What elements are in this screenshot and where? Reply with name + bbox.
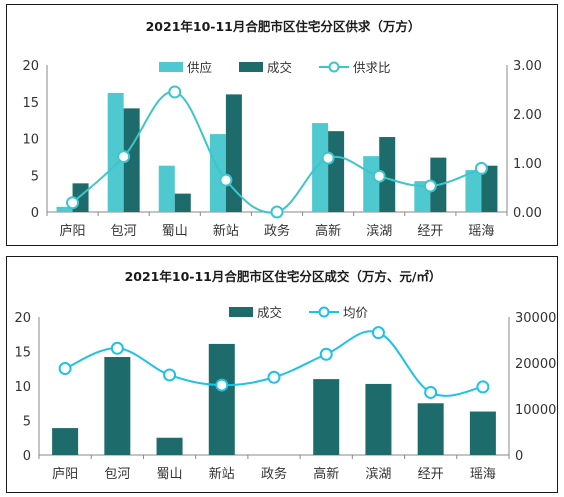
line-point-均价-高新 — [319, 347, 333, 361]
line-point-均价-庐阳 — [58, 362, 72, 376]
right-tick-label: 3.00 — [513, 59, 542, 74]
x-tick-label: 蜀山 — [157, 467, 183, 482]
transaction-price-chart-panel: 2021年10-11月合肥市区住宅分区成交（万方、元/㎡） 0 5 10 15 20 0 10… — [6, 256, 558, 493]
line-point-均价-瑶海 — [476, 380, 490, 394]
line-point-均价-蜀山 — [163, 368, 177, 382]
line-point-供求比-包河 — [117, 150, 131, 164]
left-tick-label: 10 — [14, 380, 31, 395]
line-point-均价-新站 — [215, 378, 229, 392]
right-tick-label: 10000 — [515, 403, 556, 418]
line-point-供求比-政务 — [270, 205, 284, 219]
legend-swatch — [159, 62, 183, 72]
legend-item-成交: 成交 — [239, 60, 292, 75]
left-tick-label: 20 — [22, 59, 39, 74]
transaction-price-chart: 2021年10-11月合肥市区住宅分区成交（万方、元/㎡） 0 5 10 15 20 0 10… — [14, 269, 556, 482]
x-tick-label: 庐阳 — [52, 467, 78, 482]
legend-swatch — [229, 307, 253, 317]
line-point-均价-政务 — [267, 370, 281, 384]
left-tick-label: 15 — [22, 96, 39, 111]
legend-label: 供求比 — [353, 60, 391, 75]
bar-供应-庐阳 — [56, 206, 73, 212]
line-point-均价-经开 — [424, 385, 438, 399]
bar-成交-滨湖 — [365, 383, 392, 455]
x-tick-label: 政务 — [264, 223, 290, 239]
bar-供应-滨湖 — [363, 156, 380, 212]
left-tick-label: 10 — [22, 133, 39, 148]
x-tick-label: 瑶海 — [470, 467, 496, 482]
bar-供应-新站 — [209, 134, 226, 212]
bar-成交-蜀山 — [156, 437, 183, 455]
right-tick-label: 0 — [515, 449, 523, 464]
bar-成交-蜀山 — [174, 193, 191, 212]
line-point-供求比-蜀山 — [168, 85, 182, 99]
line-point-供求比-新站 — [219, 173, 233, 187]
bar-成交-庐阳 — [52, 428, 79, 455]
legend-label: 供应 — [187, 60, 212, 75]
x-tick-label: 滨湖 — [365, 466, 391, 482]
right-tick-label: 0.00 — [513, 206, 542, 221]
bar-成交-滨湖 — [379, 137, 396, 212]
bar-成交-包河 — [104, 357, 131, 455]
right-tick-label: 30000 — [515, 311, 556, 326]
legend-label: 成交 — [267, 60, 292, 75]
left-tick-label: 0 — [31, 206, 39, 221]
x-tick-label: 滨湖 — [366, 223, 392, 239]
line-point-均价-滨湖 — [371, 326, 385, 340]
chart-title: 2021年10-11月合肥市区住宅分区成交（万方、元/㎡） — [125, 269, 442, 284]
left-tick-label: 0 — [23, 449, 31, 464]
line-point-供求比-经开 — [423, 179, 437, 193]
bar-供应-包河 — [107, 92, 124, 212]
x-tick-label: 经开 — [418, 467, 444, 482]
left-tick-label: 5 — [23, 415, 31, 430]
left-tick-label: 15 — [14, 346, 31, 361]
legend-label: 均价 — [343, 305, 369, 320]
x-tick-label: 新站 — [209, 466, 235, 482]
bar-成交-包河 — [123, 108, 140, 212]
legend-item-供求比: 供求比 — [319, 60, 391, 75]
bar-成交-瑶海 — [481, 165, 498, 212]
bar-成交-瑶海 — [469, 411, 496, 455]
legend-marker — [328, 61, 340, 73]
x-tick-label: 经开 — [417, 224, 443, 239]
bar-供应-蜀山 — [158, 165, 175, 212]
line-point-供求比-滨湖 — [372, 169, 386, 183]
x-tick-label: 政务 — [261, 466, 287, 482]
x-tick-label: 高新 — [315, 223, 341, 239]
right-tick-label: 1.00 — [513, 157, 542, 172]
left-tick-label: 5 — [31, 169, 39, 184]
bar-供应-瑶海 — [465, 170, 482, 212]
bar-供应-高新 — [312, 123, 329, 212]
line-point-均价-包河 — [110, 341, 124, 355]
line-point-供求比-瑶海 — [474, 161, 488, 175]
line-point-供求比-庐阳 — [66, 196, 80, 210]
left-tick-label: 20 — [14, 311, 31, 326]
bar-成交-高新 — [313, 379, 340, 455]
bar-成交-高新 — [328, 131, 345, 212]
supply-demand-chart-panel: 2021年10-11月合肥市区住宅分区供求（万方） 0 5 10 15 20 0.00 1.0… — [6, 4, 558, 246]
legend-item-供应: 供应 — [159, 60, 212, 75]
x-tick-label: 蜀山 — [162, 224, 188, 239]
supply-demand-chart: 2021年10-11月合肥市区住宅分区供求（万方） 0 5 10 15 20 0.00 1.0… — [22, 19, 542, 239]
legend-item-成交: 成交 — [229, 305, 282, 320]
line-point-供求比-高新 — [321, 151, 335, 165]
chart-title: 2021年10-11月合肥市区住宅分区供求（万方） — [146, 19, 421, 34]
bar-成交-经开 — [417, 403, 444, 455]
legend-label: 成交 — [257, 305, 282, 320]
x-tick-label: 庐阳 — [60, 224, 86, 239]
x-tick-label: 新站 — [213, 223, 239, 239]
bar-成交-新站 — [208, 343, 235, 455]
right-tick-label: 20000 — [515, 357, 556, 372]
legend-item-均价: 均价 — [309, 305, 369, 320]
x-tick-label: 包河 — [104, 467, 130, 482]
legend-swatch — [239, 62, 263, 72]
x-tick-label: 高新 — [313, 466, 339, 482]
line-series-供求比 — [71, 90, 482, 214]
right-tick-label: 2.00 — [513, 108, 542, 123]
x-tick-label: 瑶海 — [468, 224, 494, 239]
legend-marker — [318, 306, 330, 318]
x-tick-label: 包河 — [111, 224, 137, 239]
